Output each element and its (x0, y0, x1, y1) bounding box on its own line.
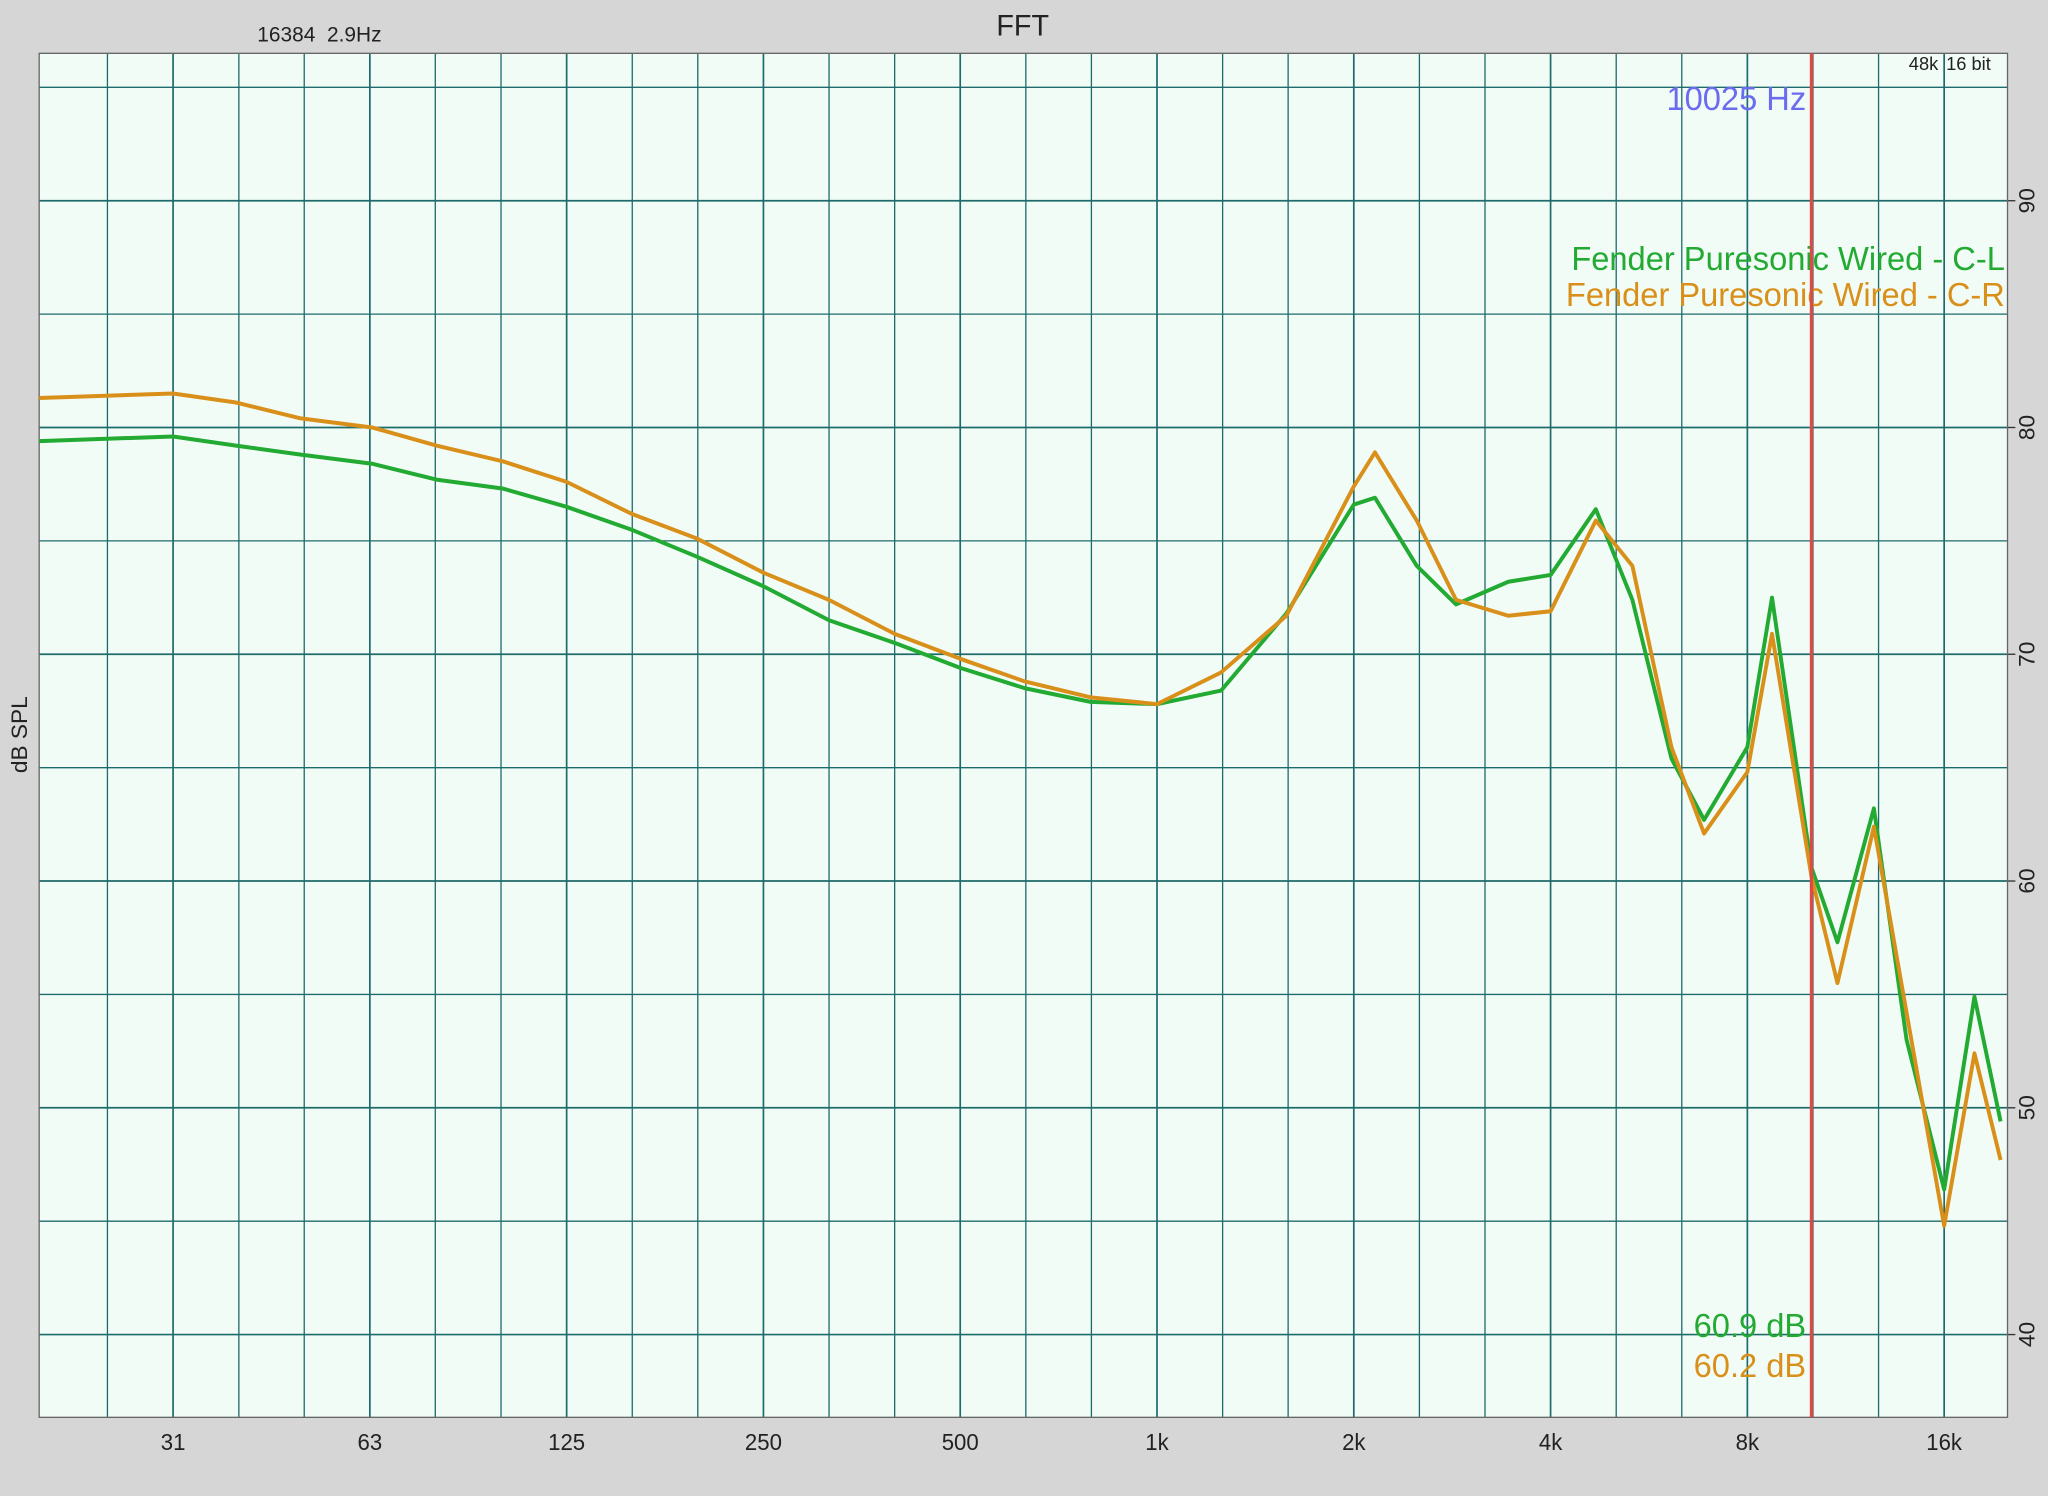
y-tick-label: 70 (2014, 642, 2039, 667)
sample-rate: 48k (1909, 53, 1939, 74)
x-tick-label: 4k (1539, 1430, 1563, 1455)
bit-depth: 16 bit (1946, 53, 1991, 74)
cursor-value: 60.2 dB (1694, 1347, 1807, 1384)
x-tick-label: 250 (745, 1430, 782, 1455)
plot-border (38, 52, 2009, 1418)
y-axis-label: dB SPL (7, 696, 32, 773)
cursor-value: 60.9 dB (1694, 1307, 1807, 1344)
x-tick-label: 31 (161, 1430, 186, 1455)
x-tick-label: 500 (942, 1430, 979, 1455)
x-tick-label: 1k (1145, 1430, 1169, 1455)
x-tick-label: 63 (358, 1430, 383, 1455)
y-tick-label: 80 (2014, 415, 2039, 440)
y-tick-label: 40 (2014, 1322, 2039, 1347)
plot-area (39, 53, 2008, 1418)
legend-entry: Fender Puresonic Wired - C-L (1571, 240, 2005, 277)
y-tick-label: 50 (2014, 1095, 2039, 1120)
y-tick-label: 60 (2014, 868, 2039, 893)
fft-info: 16384 2.9Hz (257, 23, 381, 46)
x-tick-label: 2k (1342, 1430, 1366, 1455)
cursor-frequency: 10025 Hz (1666, 80, 1806, 117)
y-tick-label: 90 (2014, 188, 2039, 213)
chart-title: FFT (996, 10, 1049, 42)
series-line (39, 434, 2003, 1192)
x-tick-label: 16k (1926, 1430, 1963, 1455)
x-tick-label: 8k (1736, 1430, 1760, 1455)
x-tick-label: 125 (548, 1430, 585, 1455)
series-line (39, 391, 2003, 1228)
legend-entry: Fender Puresonic Wired - C-R (1566, 276, 2005, 313)
